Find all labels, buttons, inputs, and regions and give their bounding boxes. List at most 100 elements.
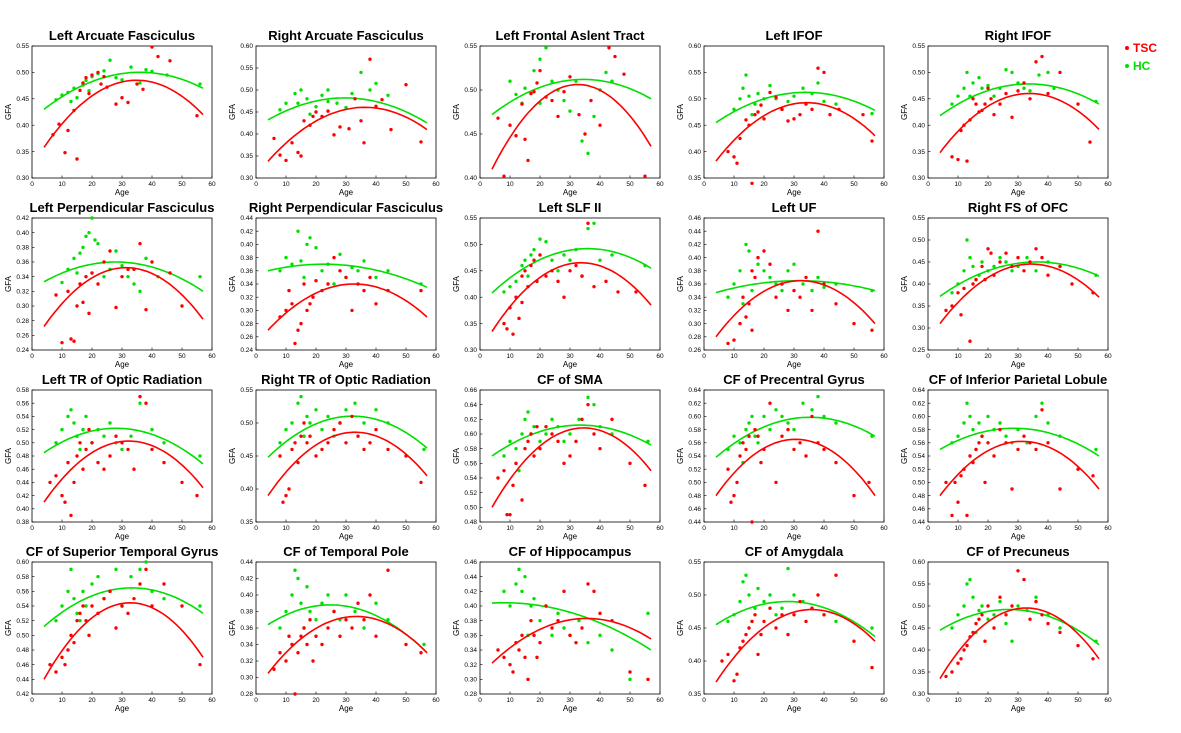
tsc-data-point	[732, 493, 736, 498]
x-tick-label: 0	[254, 697, 258, 704]
hc-data-point	[362, 421, 366, 425]
tsc-data-point	[562, 90, 566, 94]
tsc-data-point	[1022, 269, 1026, 273]
hc-data-point	[977, 75, 981, 80]
tsc-data-point	[726, 467, 730, 471]
y-axis-label: GFA	[676, 619, 685, 636]
tsc-data-point	[57, 122, 61, 126]
hc-data-point	[198, 604, 202, 608]
tsc-data-point	[804, 454, 808, 458]
hc-data-point	[75, 271, 79, 275]
hc-data-point	[750, 112, 754, 117]
hc-data-point	[102, 434, 106, 438]
x-tick-label: 40	[372, 525, 380, 532]
hc-data-point	[1010, 70, 1014, 75]
hc-data-point	[278, 626, 282, 630]
chart-panel: Right IFOF 0 10 20 30 40 50 60 0.30 0.35 0.40 0.45 0…	[900, 28, 1112, 197]
x-axis-label: Age	[563, 360, 578, 369]
tsc-data-point	[305, 441, 309, 445]
y-tick-label: 0.48	[16, 453, 29, 460]
y-tick-label: 0.52	[912, 466, 925, 473]
tsc-data-point	[1040, 408, 1044, 412]
y-tick-label: 0.36	[240, 625, 253, 632]
plot-frame	[31, 389, 213, 523]
tsc-data-point	[302, 421, 306, 425]
hc-data-point	[93, 238, 97, 242]
chart-panel: CF of Superior Temporal Gyrus 0 10 20 30 40 50…	[4, 544, 218, 713]
hc-data-point	[374, 601, 378, 605]
tsc-data-point	[586, 402, 590, 407]
tsc-data-point	[389, 127, 393, 132]
tsc-data-point	[278, 651, 282, 655]
plot-frame	[927, 389, 1109, 523]
y-tick-label: 0.26	[688, 347, 701, 354]
tsc-data-point	[272, 667, 276, 671]
hc-data-point	[741, 302, 745, 306]
hc-fit-curve	[491, 424, 652, 457]
x-tick-label: 60	[208, 525, 216, 532]
tsc-data-point	[735, 480, 739, 485]
y-tick-label: 0.35	[240, 519, 253, 526]
y-tick-label: 0.34	[240, 281, 253, 288]
plot-area	[939, 569, 1100, 680]
x-axis-label: Age	[115, 360, 130, 369]
hc-data-point	[980, 86, 984, 90]
y-tick-label: 0.26	[240, 334, 253, 341]
y-tick-label: 0.38	[240, 255, 253, 262]
hc-data-point	[998, 255, 1002, 260]
x-tick-label: 10	[282, 525, 290, 532]
x-tick-label: 30	[790, 697, 798, 704]
hc-data-point	[986, 83, 990, 88]
chart-panel: Left Frontal Aslent Tract 0 10 20 30 40 50 60 0.…	[452, 28, 664, 197]
x-tick-label: 0	[30, 353, 34, 360]
y-tick-label: 0.28	[240, 691, 253, 698]
hc-data-point	[750, 288, 754, 293]
hc-data-point	[792, 593, 796, 597]
tsc-data-point	[744, 315, 748, 319]
hc-data-point	[75, 96, 79, 100]
x-tick-label: 30	[566, 697, 574, 704]
hc-data-point	[562, 253, 566, 257]
tsc-data-point	[520, 633, 524, 638]
hc-data-point	[732, 107, 736, 112]
x-tick-label: 60	[432, 525, 440, 532]
tsc-data-point	[1076, 643, 1080, 648]
y-tick-label: 0.32	[240, 294, 253, 301]
legend-hc-marker	[1125, 64, 1129, 68]
tsc-data-point	[293, 341, 297, 346]
tsc-data-point	[959, 474, 963, 478]
tsc-data-point	[120, 274, 124, 279]
tsc-data-point	[786, 427, 790, 432]
tsc-data-point	[568, 75, 572, 79]
x-axis-label: Age	[339, 532, 354, 541]
y-tick-label: 0.58	[16, 574, 29, 581]
tsc-data-point	[356, 601, 360, 605]
x-tick-label: 20	[760, 525, 768, 532]
tsc-data-point	[774, 480, 778, 485]
tsc-data-point	[544, 424, 548, 429]
x-tick-label: 40	[148, 697, 156, 704]
tsc-data-point	[607, 46, 611, 50]
chart-panel: Left UF 0 10 20 30 40 50 60 0.26 0.28 0.30 0.32 0.34…	[676, 200, 888, 369]
tsc-data-point	[1028, 260, 1032, 264]
plot-area	[715, 66, 876, 185]
panel-title: Right TR of Optic Radiation	[261, 372, 431, 387]
hc-data-point	[305, 97, 309, 101]
hc-fit-curve	[715, 416, 876, 458]
hc-data-point	[870, 626, 874, 630]
hc-data-point	[586, 395, 590, 400]
x-axis-label: Age	[339, 188, 354, 197]
legend: TSC HC	[1125, 41, 1157, 73]
tsc-data-point	[296, 328, 300, 332]
y-tick-label: 0.48	[16, 647, 29, 654]
hc-data-point	[508, 79, 512, 83]
tsc-data-point	[1016, 89, 1020, 93]
hc-data-point	[144, 68, 148, 72]
hc-data-point	[523, 258, 527, 262]
x-tick-label: 20	[536, 525, 544, 532]
y-tick-label: 0.60	[912, 414, 925, 421]
x-tick-label: 60	[208, 353, 216, 360]
hc-data-point	[508, 604, 512, 608]
x-tick-label: 0	[478, 353, 482, 360]
x-tick-label: 10	[506, 525, 514, 532]
